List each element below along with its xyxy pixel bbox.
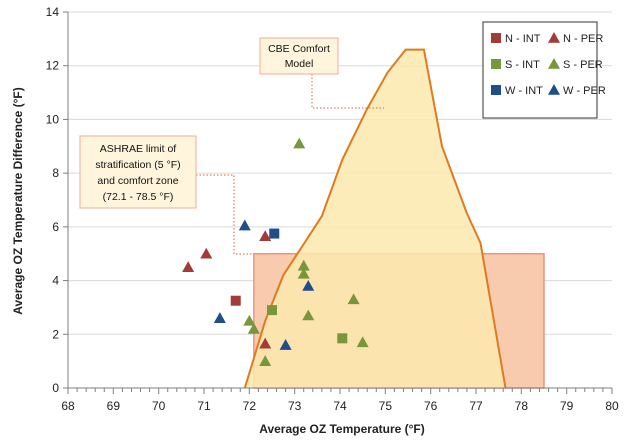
legend-marker-w-int — [491, 85, 501, 95]
point-s-int-1 — [337, 333, 348, 344]
point-n-int-0 — [230, 295, 241, 306]
legend-marker-s-per — [548, 58, 560, 69]
cbe-comfort-boundary — [243, 48, 507, 389]
callout-box-ashrae — [79, 135, 197, 209]
callout-leader-cbe — [311, 74, 384, 109]
point-n-per-0 — [182, 261, 195, 272]
legend-marker-n-int — [491, 33, 501, 43]
x-tick-label-72: 72 — [243, 399, 257, 413]
callout-text-ashrae: ASHRAE limit of — [100, 143, 177, 155]
legend-label-w-int: W - INT — [505, 85, 543, 97]
point-s-per-6 — [302, 309, 315, 321]
y-tick-label-8: 8 — [52, 166, 59, 180]
callout-text-ashrae: and comfort zone — [97, 175, 178, 187]
x-tick-label-76: 76 — [424, 399, 438, 413]
legend-label-n-int: N - INT — [505, 33, 541, 45]
point-s-per-0 — [293, 137, 306, 149]
y-tick-label-4: 4 — [52, 274, 59, 288]
callouts: ASHRAE limit of stratification (5 °F) and … — [79, 37, 384, 255]
legend-label-n-per: N - PER — [563, 33, 603, 45]
y-tick-label-10: 10 — [46, 112, 60, 126]
point-s-per-1 — [297, 259, 310, 271]
point-n-per-3 — [259, 337, 272, 349]
legend-label-w-per: W - PER — [563, 85, 606, 97]
point-s-per-2 — [297, 267, 310, 279]
x-tick-label-68: 68 — [61, 399, 75, 413]
callout-box-cbe — [259, 37, 339, 75]
legend-label-s-int: S - INT — [505, 59, 540, 71]
x-tick-label-79: 79 — [560, 399, 574, 413]
x-tick-label-77: 77 — [469, 399, 483, 413]
callout-text-ashrae: (72.1 - 78.5 °F) — [103, 191, 174, 203]
y-axis-title: Average OZ Temperature Difference (°F) — [11, 87, 25, 315]
point-w-per-3 — [279, 339, 292, 350]
point-n-per-2 — [259, 230, 272, 242]
point-w-int-0 — [269, 228, 280, 239]
x-tick-label-73: 73 — [288, 399, 302, 413]
point-w-per-0 — [238, 219, 251, 231]
callout-text-ashrae: stratification (5 °F) — [95, 159, 180, 171]
x-tick-label-71: 71 — [197, 399, 211, 413]
legend-label-s-per: S - PER — [563, 59, 603, 71]
x-axis-title: Average OZ Temperature (°F) — [259, 422, 425, 436]
point-w-per-1 — [213, 312, 226, 323]
data-points — [182, 137, 369, 366]
point-s-per-3 — [243, 314, 256, 326]
legend-marker-w-per — [548, 84, 560, 95]
y-tick-label-0: 0 — [52, 381, 59, 395]
legend-frame — [482, 21, 598, 119]
point-s-int-0 — [267, 305, 277, 316]
callout-text-cbe: Model — [285, 58, 314, 70]
point-s-per-5 — [259, 355, 272, 366]
y-tick-label-6: 6 — [52, 220, 59, 234]
legend-marker-s-int — [491, 59, 501, 69]
x-tick-label-78: 78 — [515, 399, 529, 413]
x-tick-label-75: 75 — [379, 399, 393, 413]
point-n-per-1 — [200, 247, 213, 259]
tick-marks — [63, 11, 613, 394]
point-s-per-7 — [347, 293, 360, 305]
x-tick-label-80: 80 — [605, 399, 619, 413]
point-s-per-4 — [247, 322, 260, 334]
callout-leader-ashrae — [196, 174, 254, 255]
point-s-per-8 — [356, 336, 369, 348]
x-tick-label-74: 74 — [333, 399, 347, 413]
y-tick-label-2: 2 — [52, 327, 59, 341]
y-tick-label-14: 14 — [46, 5, 60, 19]
cbe-comfort-region — [244, 49, 506, 388]
x-tick-label-70: 70 — [152, 399, 166, 413]
point-w-per-2 — [302, 279, 315, 291]
y-tick-label-12: 12 — [46, 59, 60, 73]
callout-text-cbe: CBE Comfort — [268, 43, 330, 55]
legend-marker-n-per — [548, 32, 560, 43]
x-tick-label-69: 69 — [107, 399, 121, 413]
legend: N - INT N - PER S - INT S - PER W - INT W - P… — [482, 21, 606, 119]
